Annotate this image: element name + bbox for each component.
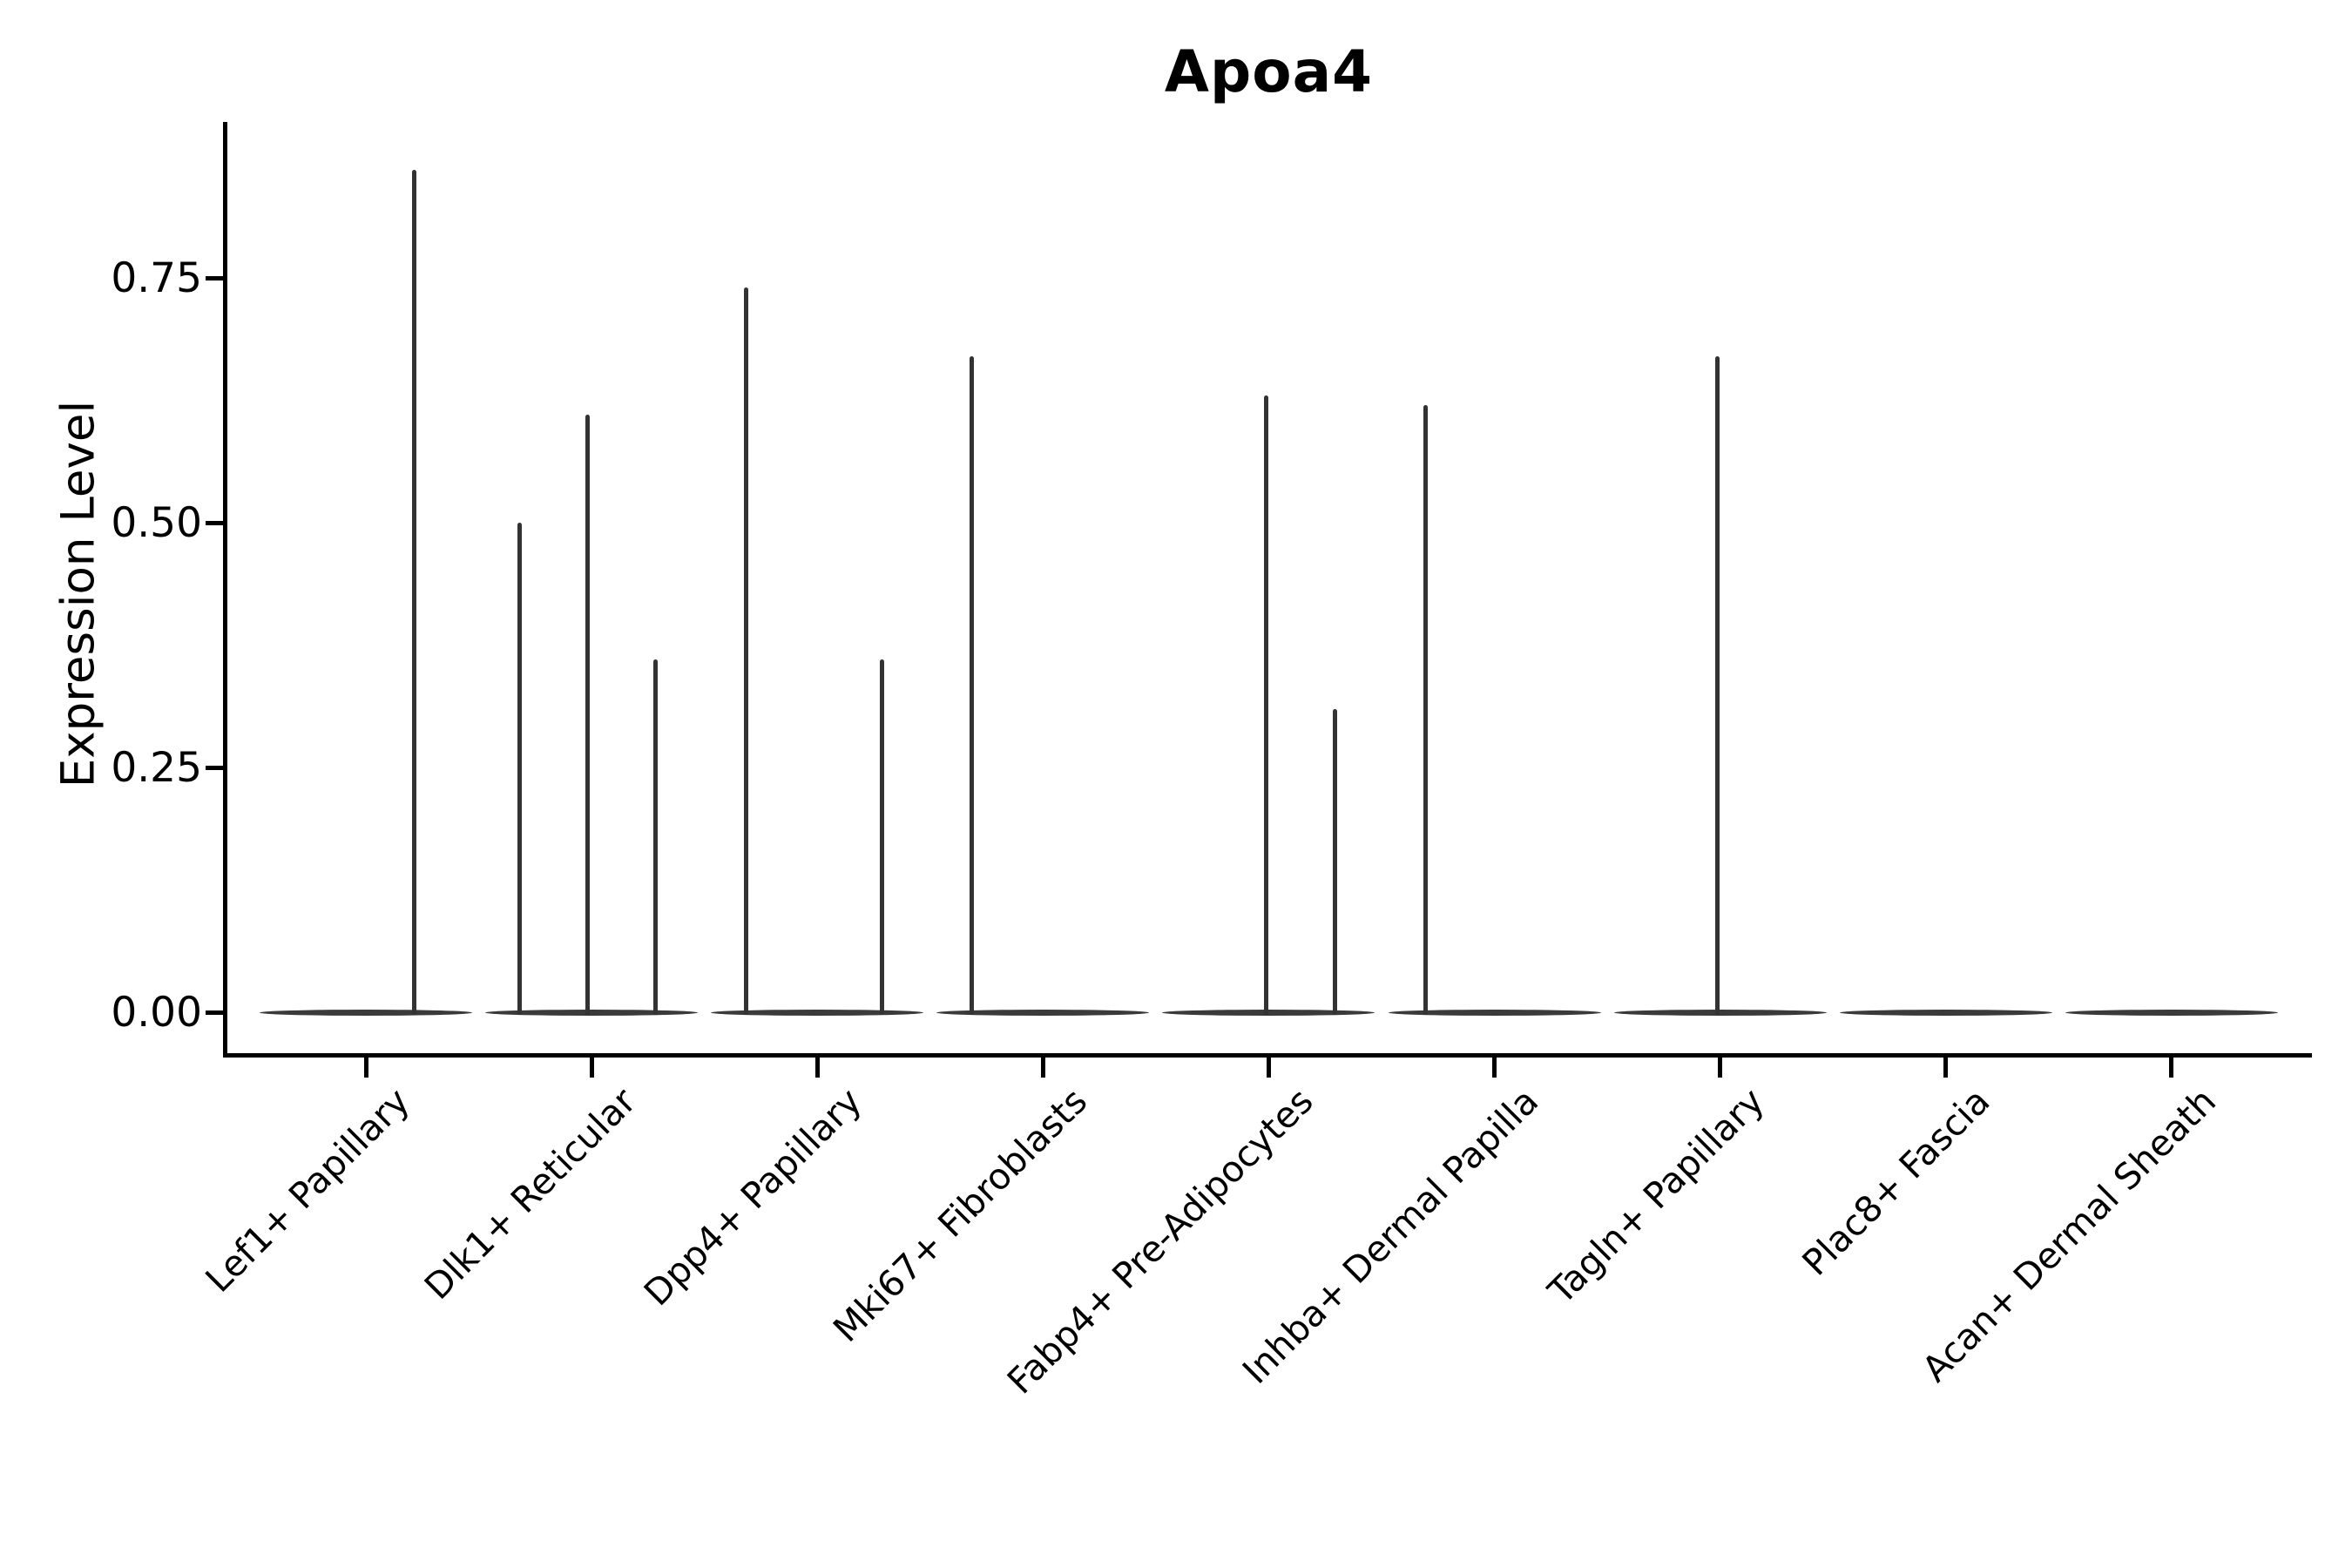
- violin-spike: [1715, 355, 1720, 1015]
- y-tick-label: 0.75: [111, 253, 202, 302]
- violin-spike: [585, 415, 590, 1015]
- x-tick-label: Dlk1+ Reticular: [416, 1079, 644, 1308]
- y-tick-label: 0.00: [111, 988, 202, 1037]
- x-tick-mark: [2169, 1058, 2174, 1078]
- x-axis-spine: [223, 1053, 2312, 1058]
- x-tick-mark: [589, 1058, 594, 1078]
- violin-baseline: [2065, 1009, 2278, 1016]
- violin-baseline: [1162, 1009, 1375, 1016]
- x-tick-label: Tagln+ Papillary: [1540, 1079, 1773, 1313]
- x-tick-label: Lef1+ Papillary: [197, 1079, 418, 1301]
- y-tick-mark: [206, 765, 224, 770]
- y-axis-spine: [223, 122, 227, 1058]
- plot-title: Apoa4: [1164, 38, 1374, 105]
- violin-spike: [411, 170, 416, 1015]
- x-tick-label: Plac8+ Fascia: [1794, 1079, 1998, 1284]
- x-tick-mark: [363, 1058, 368, 1078]
- x-tick-mark: [1492, 1058, 1497, 1078]
- y-tick-label: 0.50: [111, 498, 202, 547]
- violin-spike: [743, 287, 748, 1015]
- violin-baseline: [260, 1009, 472, 1016]
- y-tick-mark: [206, 520, 224, 525]
- violin-spike: [1423, 405, 1428, 1015]
- y-tick-mark: [206, 275, 224, 280]
- violin-spike: [969, 355, 974, 1015]
- violin-baseline: [485, 1009, 699, 1016]
- violin-baseline: [936, 1009, 1150, 1016]
- x-tick-mark: [1718, 1058, 1723, 1078]
- violin-baseline: [1613, 1009, 1827, 1016]
- violin-baseline: [711, 1009, 924, 1016]
- x-tick-label: Dpp4+ Papillary: [635, 1079, 870, 1315]
- violin-spike: [879, 659, 884, 1015]
- violin-baseline: [1839, 1009, 2052, 1016]
- x-tick-mark: [1943, 1058, 1949, 1078]
- violin-spike: [652, 659, 658, 1015]
- x-tick-mark: [1040, 1058, 1045, 1078]
- violin-spike: [1332, 708, 1337, 1015]
- x-tick-label: Mki67+ Fibroblasts: [825, 1079, 1096, 1350]
- violin-baseline: [1388, 1009, 1601, 1016]
- y-tick-label: 0.25: [111, 743, 202, 792]
- x-tick-mark: [1266, 1058, 1271, 1078]
- violin-spike: [517, 523, 522, 1015]
- y-tick-mark: [206, 1010, 224, 1015]
- x-tick-mark: [814, 1058, 820, 1078]
- violin-spike: [1263, 395, 1268, 1015]
- y-axis-label: Expression Level: [51, 400, 105, 788]
